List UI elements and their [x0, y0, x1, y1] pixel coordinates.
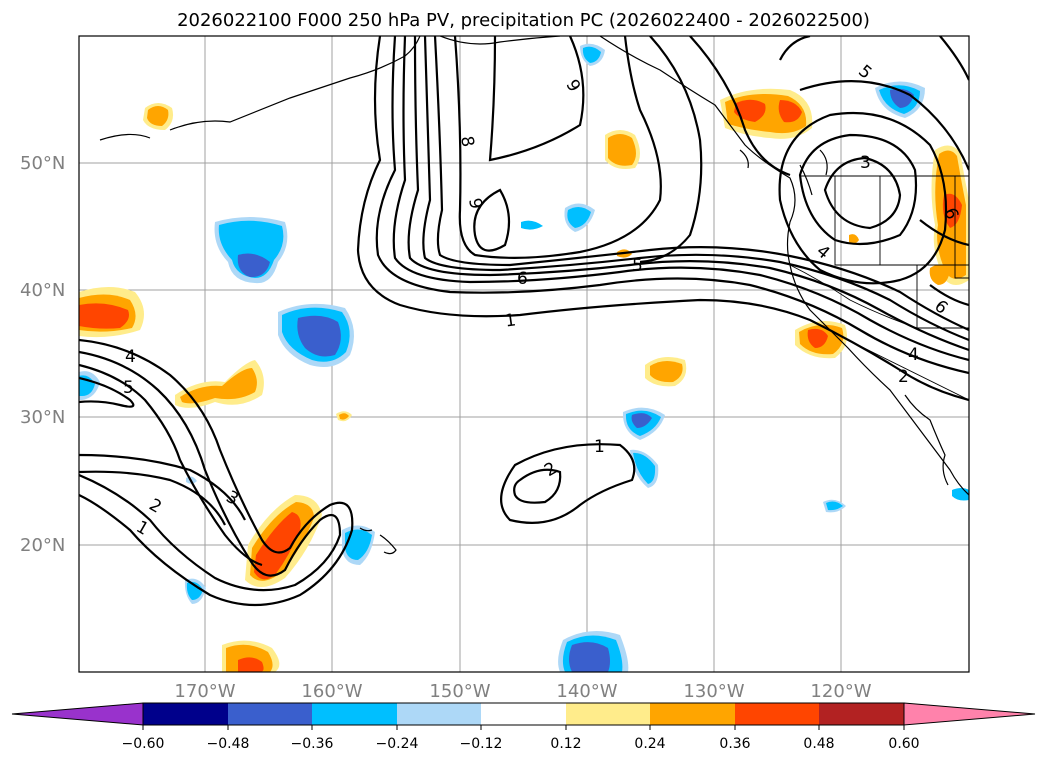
- colorbar-tick-label: 0.12: [550, 736, 581, 752]
- colorbar-segment: [397, 703, 481, 725]
- contour-label: 4: [908, 345, 919, 365]
- colorbar-segment: [650, 703, 735, 725]
- colorbar-extend-max: [903, 702, 1036, 726]
- colorbar-extend-min: [11, 702, 144, 726]
- lon-label: 170°W: [174, 681, 235, 702]
- contour-label: 5: [632, 256, 643, 276]
- map-frame: [78, 35, 970, 673]
- contour-label: 1: [504, 310, 518, 331]
- colorbar-segment: [228, 703, 312, 725]
- lat-label: 50°N: [20, 153, 65, 174]
- contour-label: 2: [898, 367, 909, 387]
- lat-label: 30°N: [20, 407, 65, 428]
- contour-label: 1: [594, 437, 605, 457]
- colorbar: −0.60 −0.48 −0.36 −0.24 −0.12 0.12 0.24 …: [11, 702, 1036, 752]
- contour-label: 3: [860, 153, 871, 173]
- map-title: 2026022100 F000 250 hPa PV, precipitatio…: [177, 10, 870, 31]
- lat-label: 20°N: [20, 535, 65, 556]
- colorbar-tick-label: −0.36: [291, 736, 334, 752]
- colorbar-segment: [481, 703, 566, 725]
- colorbar-segment: [312, 703, 397, 725]
- colorbar-tick-label: 0.48: [803, 736, 834, 752]
- contour-label: 6: [517, 269, 528, 289]
- colorbar-ticks: [142, 725, 905, 730]
- longitude-labels: 170°W 160°W 150°W 140°W 130°W 120°W: [174, 681, 871, 702]
- contour-label: 8: [456, 135, 478, 149]
- lon-label: 130°W: [683, 681, 744, 702]
- colorbar-tick-label: −0.24: [376, 736, 419, 752]
- lon-label: 160°W: [301, 681, 362, 702]
- colorbar-segment: [819, 703, 904, 725]
- colorbar-tick-label: 0.36: [719, 736, 750, 752]
- colorbar-tick-label: 0.24: [634, 736, 665, 752]
- contour-label: 5: [123, 378, 134, 398]
- lon-label: 120°W: [810, 681, 871, 702]
- lat-label: 40°N: [20, 280, 65, 301]
- precip-negative-shading: [79, 43, 969, 672]
- contour-label: 4: [125, 347, 136, 367]
- colorbar-segment: [735, 703, 819, 725]
- contour-label: 9: [464, 197, 486, 211]
- colorbar-segment: [566, 703, 650, 725]
- colorbar-tick-label: 0.60: [888, 736, 919, 752]
- lon-label: 150°W: [429, 681, 490, 702]
- precip-positive-shading: [79, 88, 969, 672]
- colorbar-tick-label: −0.60: [122, 736, 165, 752]
- pv-contours: [79, 36, 969, 607]
- lon-label: 140°W: [556, 681, 617, 702]
- colorbar-tick-label: −0.48: [207, 736, 250, 752]
- colorbar-segment: [143, 703, 228, 725]
- colorbar-tick-label: −0.12: [460, 736, 503, 752]
- latitude-labels: 50°N 40°N 30°N 20°N: [20, 153, 65, 556]
